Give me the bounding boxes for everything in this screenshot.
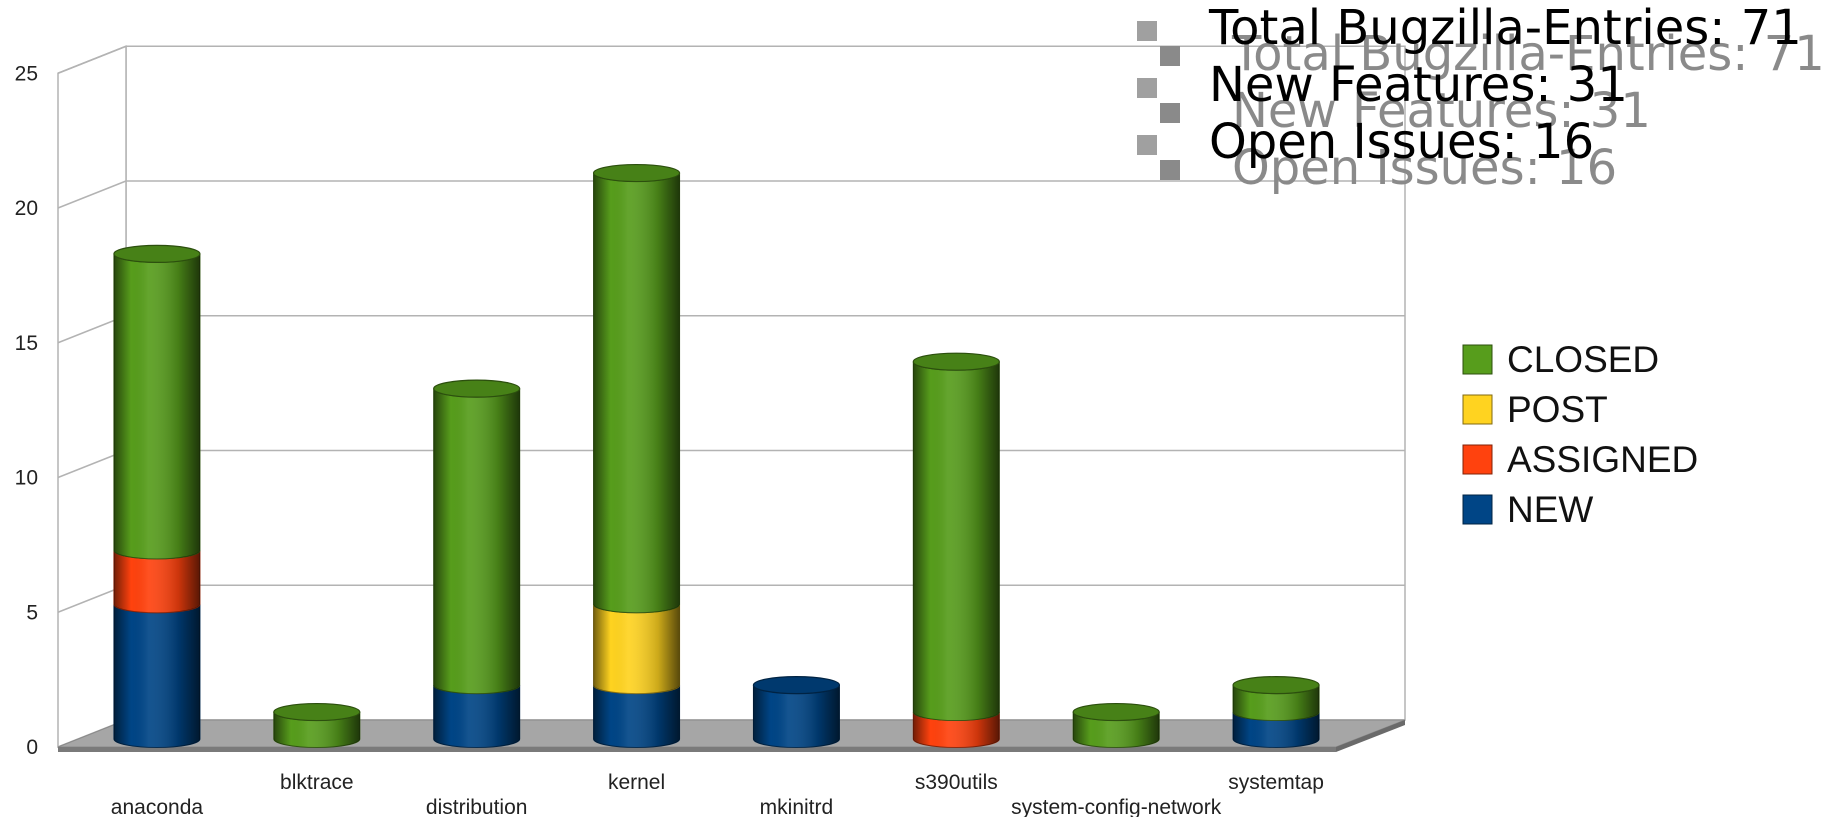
x-axis-labels: anaconda blktrace distribution kernel mkinit… (111, 771, 1324, 817)
annotation-text: Total Bugzilla-Entries: 71 (1208, 0, 1802, 56)
bar-shading (913, 361, 1000, 721)
bar-shading (593, 173, 680, 613)
legend: CLOSED POST ASSIGNED NEW (1462, 339, 1698, 530)
legend-label-assigned: ASSIGNED (1507, 439, 1698, 480)
x-tick-label: s390utils (915, 771, 998, 794)
bar-top-cap (912, 352, 1000, 371)
bar-shading (1233, 685, 1320, 721)
legend-label-post: POST (1507, 389, 1608, 430)
bar-shading (113, 604, 200, 748)
x-tick-label: system-config-network (1011, 796, 1222, 817)
legend-label-new: NEW (1507, 489, 1593, 530)
bar-shading (1073, 712, 1160, 748)
bar-shading (1233, 712, 1320, 748)
floor-edge (58, 747, 1336, 752)
y-tick-label: 15 (15, 332, 38, 355)
legend-swatch-post (1462, 394, 1493, 425)
annotation-marker (1137, 135, 1157, 155)
bar-top-cap (592, 163, 681, 183)
depth-gridline (57, 45, 127, 74)
annotation-shadow-text: Open Issues: 16 (1232, 140, 1617, 196)
bar-top-cap (1232, 675, 1320, 695)
y-tick-label: 10 (15, 467, 38, 490)
y-axis-ticks: 0 5 10 15 20 25 (15, 62, 38, 759)
bar-shading (113, 253, 200, 559)
annotation-marker-shadow (1160, 103, 1180, 123)
bar-shading (753, 685, 840, 748)
bar-shading (593, 685, 680, 748)
legend-swatch-new (1462, 494, 1493, 525)
bars (113, 163, 1320, 748)
depth-gridline (57, 180, 127, 209)
annotation-shadow-text: Total Bugzilla-Entries: 71 (1231, 26, 1825, 82)
bar-shading (433, 685, 520, 748)
floor-side-edge (1336, 720, 1405, 752)
x-tick-label: systemtap (1228, 771, 1324, 794)
annotation-shadow-text: New Features: 31 (1232, 83, 1651, 139)
legend-swatch-closed (1462, 344, 1493, 375)
bar-shading (593, 604, 680, 694)
plot-frame (57, 45, 1406, 752)
x-tick-label: blktrace (280, 771, 354, 794)
y-tick-label: 0 (26, 736, 38, 759)
legend-swatch-assigned (1462, 444, 1493, 475)
bar-shading (273, 712, 360, 748)
bar-top-cap (752, 675, 841, 695)
annotation-text: Open Issues: 16 (1209, 114, 1594, 170)
annotation-marker (1137, 78, 1157, 98)
bar-top-cap (1072, 702, 1160, 722)
bar-shading (113, 550, 200, 613)
back-wall (125, 45, 1406, 721)
y-tick-label: 20 (15, 197, 38, 220)
x-tick-label: anaconda (111, 796, 204, 817)
y-tick-label: 5 (26, 601, 38, 624)
x-tick-label: kernel (608, 771, 665, 794)
x-tick-label: mkinitrd (760, 796, 834, 817)
annotation-marker (1137, 21, 1157, 41)
annotation-marker-shadow (1160, 160, 1180, 180)
bar-top-cap (273, 702, 361, 722)
y-tick-label: 25 (15, 62, 38, 85)
floor (57, 719, 1406, 748)
bar-shading (433, 388, 520, 694)
annotation-text: New Features: 31 (1209, 57, 1628, 113)
bar-top-cap (113, 244, 201, 263)
bar-top-cap (433, 379, 521, 398)
annotation-marker-shadow (1160, 46, 1180, 66)
bar-shading (913, 712, 1000, 748)
legend-label-closed: CLOSED (1507, 339, 1659, 380)
x-tick-label: distribution (426, 796, 528, 817)
